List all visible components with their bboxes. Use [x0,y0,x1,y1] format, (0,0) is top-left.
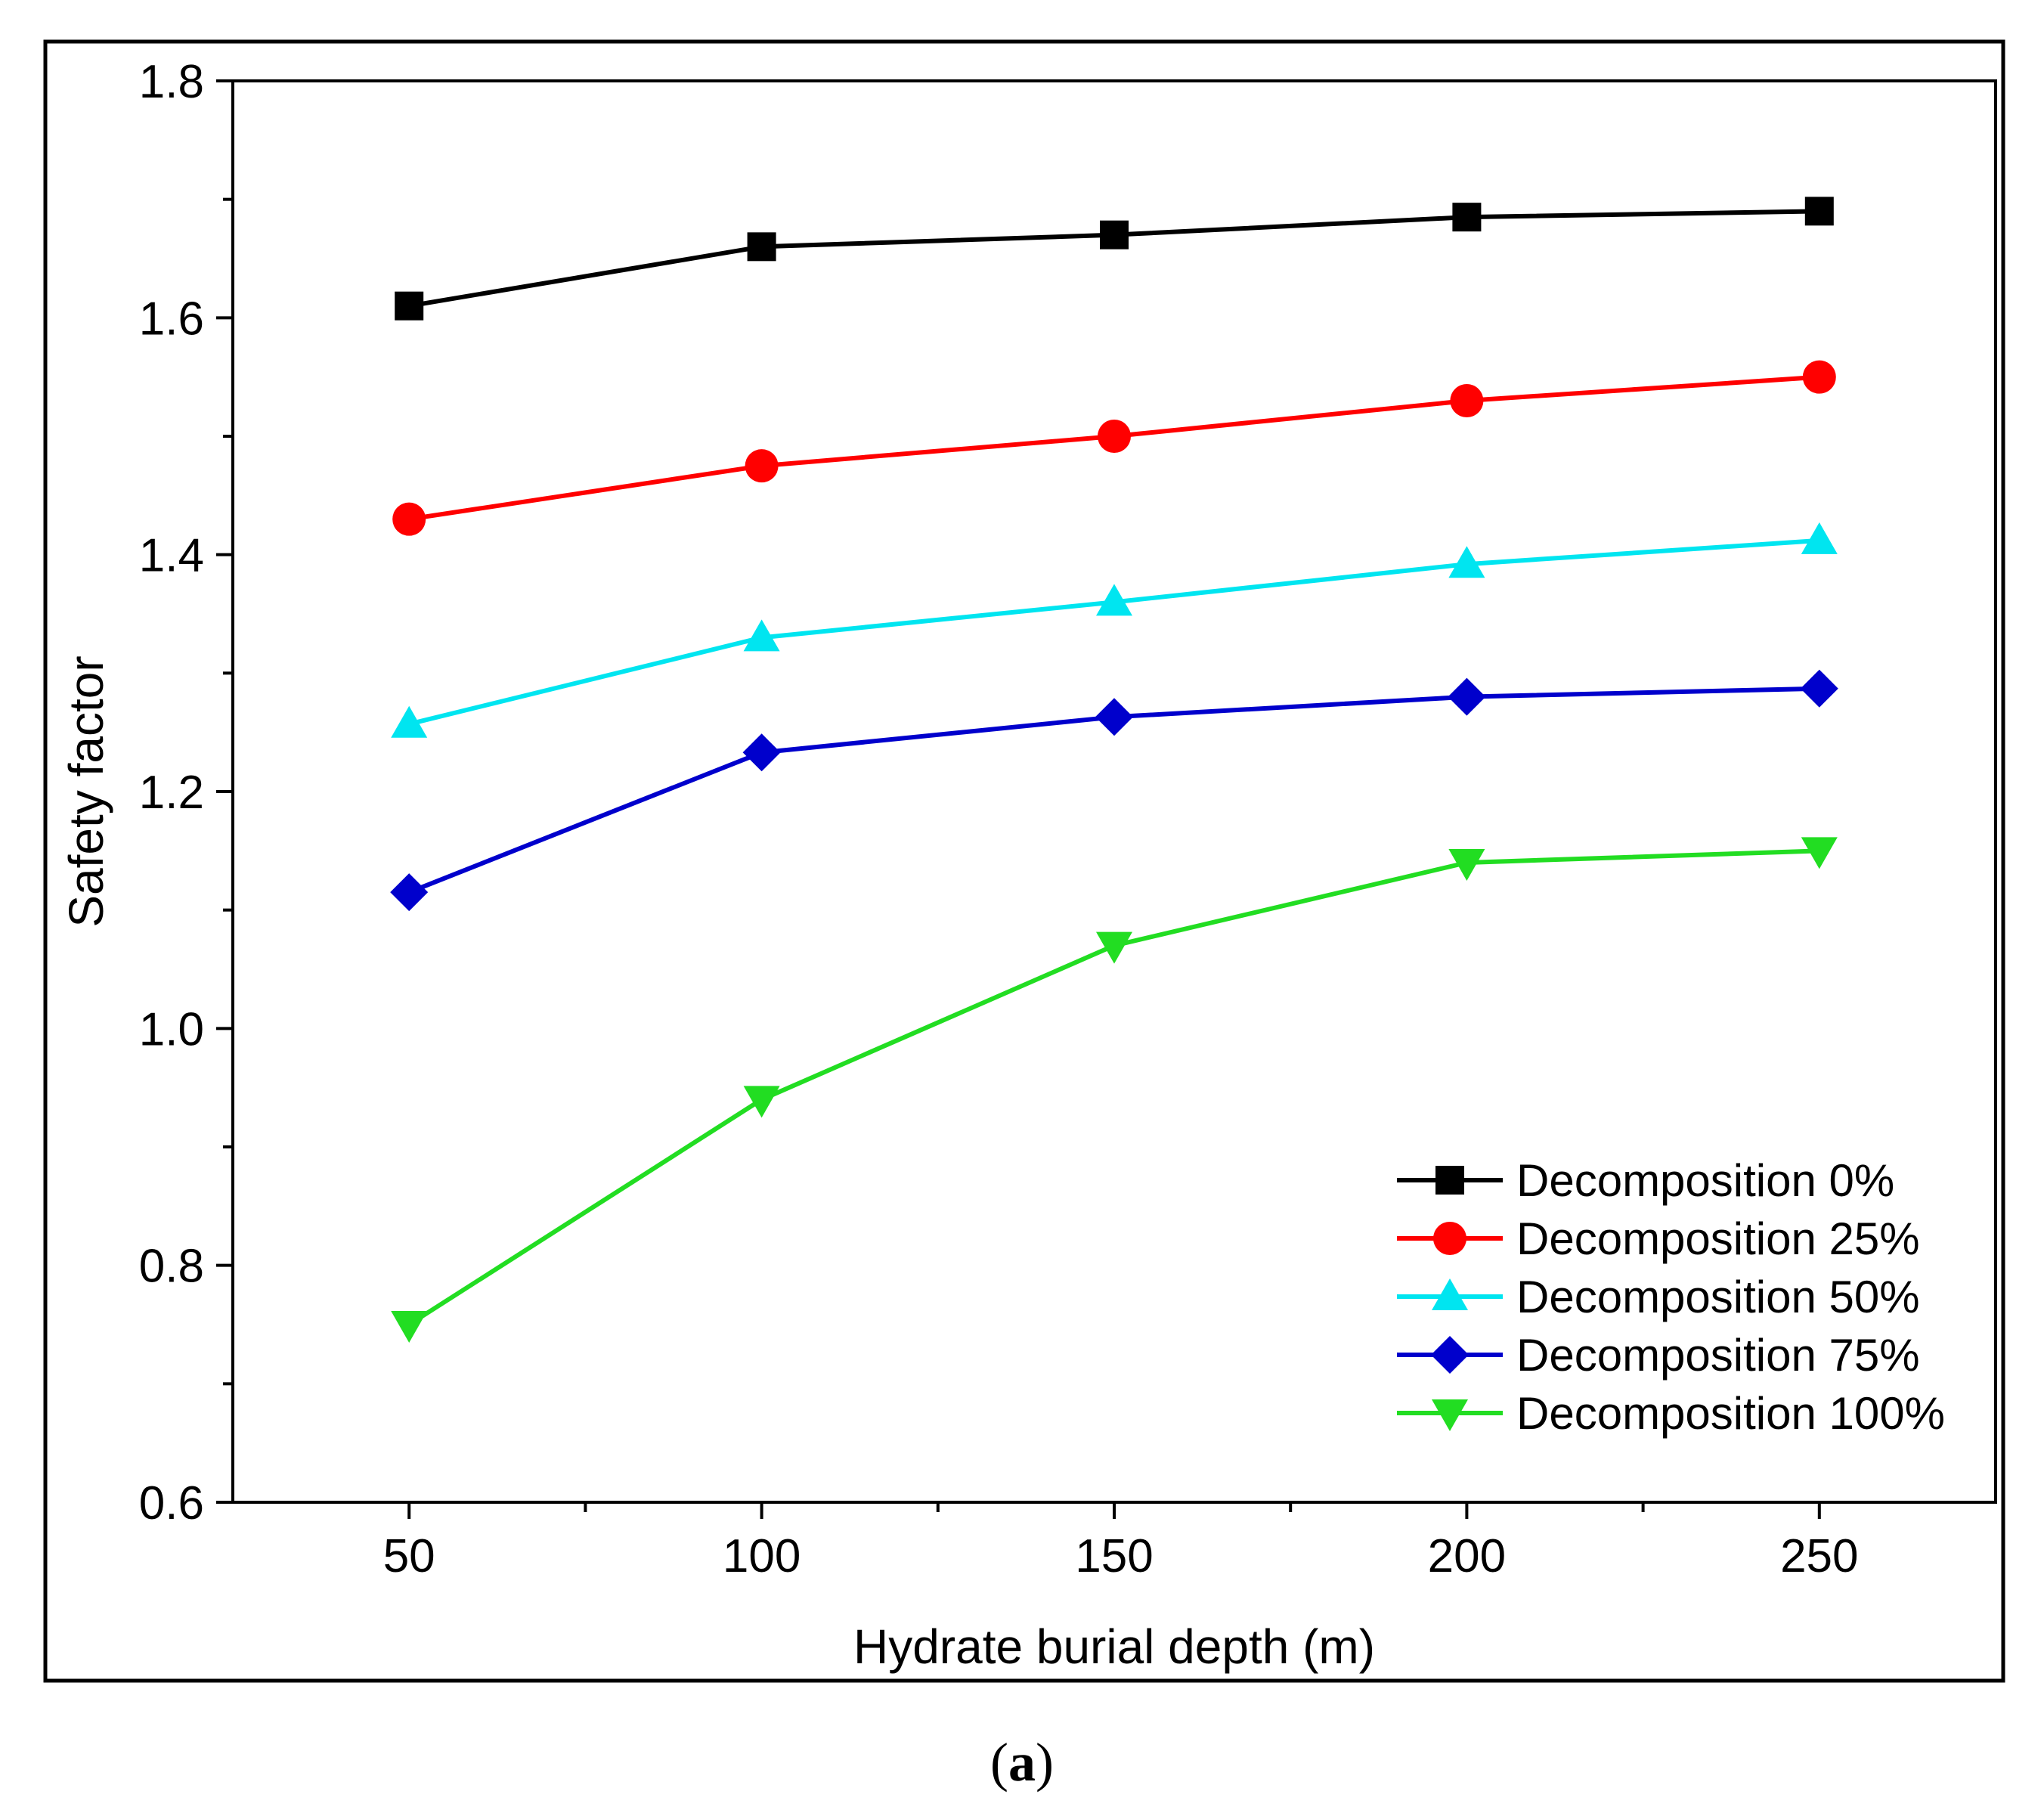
legend-marker [1435,1166,1464,1195]
data-point [742,733,781,772]
series-4 [391,837,1838,1343]
data-point [1450,384,1484,417]
series-line [408,538,1820,727]
legend-label: Decomposition 50% [1516,1272,1920,1322]
legend-marker [1432,1399,1468,1431]
legend-label: Decomposition 0% [1516,1155,1894,1206]
data-point [1098,420,1131,453]
y-tick-label: 1.2 [139,767,204,819]
data-point [390,873,429,912]
data-point [743,1086,780,1118]
legend-marker [1433,1222,1466,1255]
legend-marker [1431,1336,1469,1374]
data-point [1804,197,1834,226]
data-point [395,291,424,321]
y-axis-title: Safety factor [59,655,113,927]
legend-item: Decomposition 75% [1397,1330,1920,1381]
data-point [1802,360,1836,394]
figure-caption: (a) [990,1732,1054,1793]
legend-marker [1432,1278,1468,1310]
y-axis-ticks: 0.6 0.8 1.0 1.2 1.4 1.6 1.8 [139,56,233,1529]
data-point [1448,849,1485,881]
series-3 [390,669,1838,912]
data-point [1448,546,1485,578]
y-tick-label: 1.4 [139,530,204,582]
x-tick-label: 200 [1428,1530,1506,1582]
data-point [745,449,779,483]
data-point [1096,584,1132,616]
data-point [1800,669,1838,708]
legend-item: Decomposition 100% [1397,1388,1945,1439]
y-tick-label: 1.0 [139,1003,204,1055]
data-point [1801,522,1838,554]
data-point [1452,203,1482,232]
series-layer [390,197,1838,1343]
data-point [743,619,780,652]
legend-label: Decomposition 25% [1516,1213,1920,1264]
data-point [1100,220,1129,249]
data-point [747,232,776,262]
x-tick-label: 50 [383,1530,435,1582]
series-2 [391,522,1838,738]
data-point [391,705,428,738]
data-point [1096,931,1132,964]
y-tick-label: 0.8 [139,1241,204,1293]
legend-item: Decomposition 50% [1397,1272,1920,1322]
legend-label: Decomposition 100% [1516,1388,1945,1439]
data-point [1448,677,1486,716]
legend-item: Decomposition 0% [1397,1155,1894,1206]
data-point [391,1311,428,1343]
x-axis-ticks: 50 100 150 200 250 [383,1502,1859,1582]
legend-label: Decomposition 75% [1516,1330,1920,1381]
legend: Decomposition 0% Decomposition 25% Decompo… [1397,1155,1945,1439]
series-1 [392,360,1836,536]
legend-item: Decomposition 25% [1397,1213,1920,1264]
y-tick-label: 0.6 [139,1477,204,1529]
data-point [1095,698,1133,736]
data-point [1801,837,1838,869]
data-point [392,502,426,536]
y-tick-label: 1.6 [139,293,204,345]
figure-frame [43,39,2005,1683]
x-tick-label: 100 [723,1530,801,1582]
x-tick-label: 150 [1075,1530,1153,1582]
x-tick-label: 250 [1780,1530,1858,1582]
series-0 [395,197,1834,321]
y-tick-label: 1.8 [139,56,204,108]
x-axis-title: Hydrate burial depth (m) [853,1619,1375,1674]
